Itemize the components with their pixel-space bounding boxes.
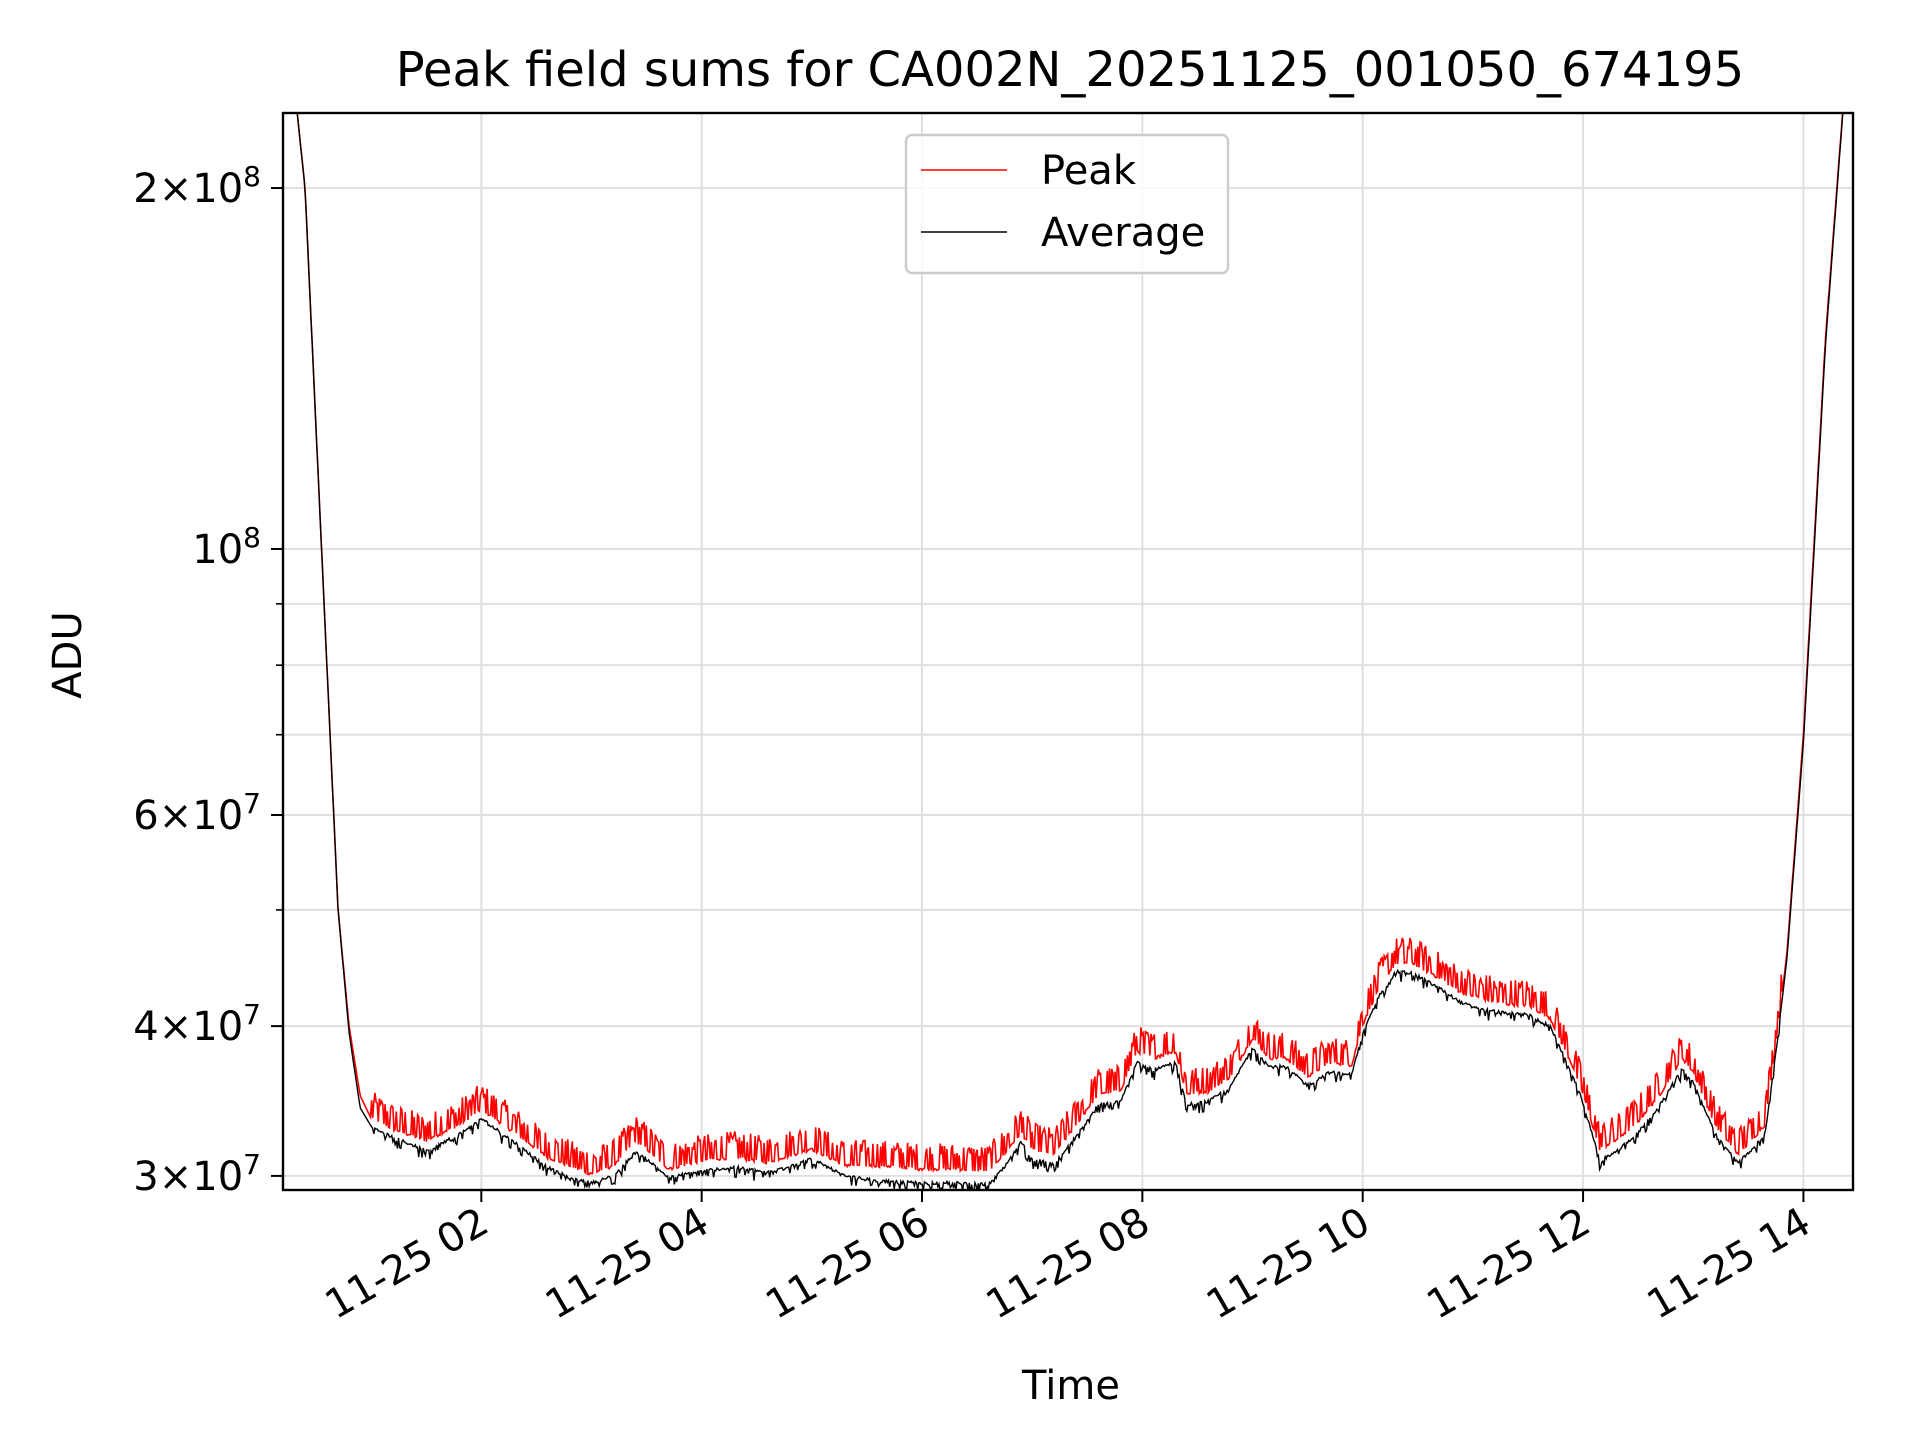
series-line-average — [296, 113, 1844, 1190]
chart-title: Peak field sums for CA002N_20251125_0010… — [396, 42, 1744, 98]
y-tick-label: 3×107 — [133, 1148, 261, 1200]
y-tick-label: 108 — [192, 521, 261, 573]
x-tick-label: 11-25 14 — [1640, 1199, 1819, 1329]
y-tick-label: 2×108 — [133, 160, 261, 212]
x-tick-label: 11-25 06 — [758, 1199, 937, 1329]
x-axis-label: Time — [1021, 1363, 1120, 1409]
x-tick-label: 11-25 10 — [1199, 1199, 1378, 1329]
legend: Peak Average — [904, 133, 1230, 275]
legend-label-average: Average — [1041, 210, 1205, 256]
x-tick-label: 11-25 04 — [538, 1199, 717, 1329]
series-line-peak — [296, 113, 1844, 1176]
y-axis-label: ADU — [45, 611, 91, 698]
series-layer — [296, 113, 1844, 1190]
y-tick-label: 6×107 — [133, 787, 261, 839]
x-tick-label: 11-25 02 — [318, 1199, 497, 1329]
grid-layer — [283, 113, 1853, 1190]
x-tick-label: 11-25 12 — [1419, 1199, 1598, 1329]
legend-label-peak: Peak — [1041, 148, 1137, 194]
plot-frame — [281, 111, 1855, 1192]
x-tick-label: 11-25 08 — [979, 1199, 1158, 1329]
y-tick-label: 4×107 — [133, 998, 261, 1050]
